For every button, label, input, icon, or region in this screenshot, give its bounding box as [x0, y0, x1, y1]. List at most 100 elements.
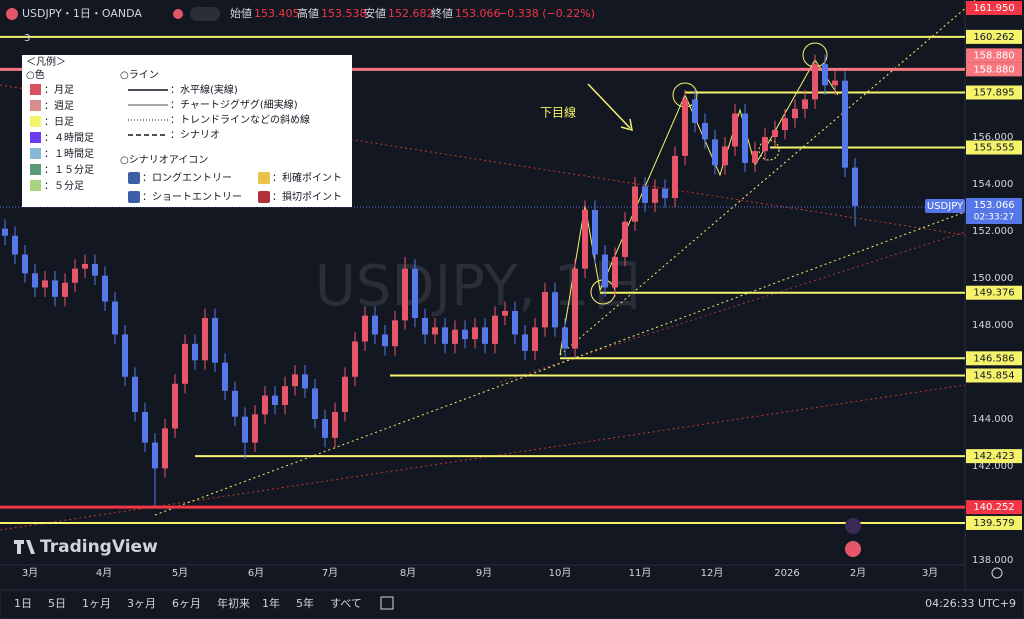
range-button[interactable]: 5年	[296, 596, 314, 610]
candle-body	[622, 221, 628, 257]
range-button[interactable]: すべて	[330, 597, 362, 610]
candle-body	[522, 334, 528, 351]
x-tick-label: 4月	[96, 567, 112, 579]
level-label: 160.262	[973, 32, 1014, 43]
candle-body	[682, 99, 688, 156]
candle-body	[332, 412, 338, 438]
candle-body	[252, 414, 258, 443]
y-tick-label: 138.000	[972, 555, 1013, 566]
ohlc-label: 終値	[431, 6, 453, 20]
candle-body	[662, 188, 668, 199]
high-label-box	[966, 48, 1022, 63]
level-label: 146.586	[973, 353, 1014, 364]
candle-body	[762, 137, 768, 152]
candle-body	[122, 334, 128, 377]
candle-body	[552, 292, 558, 328]
status-pill	[190, 7, 220, 21]
candle-body	[452, 329, 458, 344]
legend-label: ：月足	[44, 84, 74, 96]
candle-body	[282, 386, 288, 405]
level-label-box	[966, 449, 1022, 464]
y-tick-label: 148.000	[972, 320, 1013, 331]
candle-body	[102, 275, 108, 302]
level-label: 161.950	[973, 3, 1014, 14]
legend-swatch	[30, 180, 41, 191]
candle-body	[562, 327, 568, 349]
x-tick-label: 10月	[549, 567, 572, 579]
x-tick-label: 12月	[701, 567, 724, 579]
ohlc-label: 安値	[364, 6, 386, 20]
range-button[interactable]: 1日	[14, 597, 32, 610]
range-button[interactable]: 5日	[48, 597, 66, 610]
candle-body	[572, 268, 578, 349]
candle-body	[402, 268, 408, 321]
candle-body	[272, 395, 278, 405]
level-label-box	[966, 515, 1022, 530]
level-label: 142.423	[973, 451, 1014, 462]
candle-body	[822, 64, 828, 86]
price-box	[966, 197, 1022, 224]
candle-body	[712, 139, 718, 166]
candle-body	[292, 374, 298, 387]
legend-swatch	[30, 132, 41, 143]
ohlc-value: 153.066	[455, 7, 501, 20]
legend-label: ：１時間足	[44, 148, 94, 160]
x-tick-label: 9月	[476, 567, 492, 579]
candle-body	[742, 113, 748, 163]
range-button[interactable]: 1ヶ月	[82, 597, 111, 610]
candle-body	[612, 256, 618, 288]
candle-body	[72, 268, 78, 283]
calendar-icon[interactable]	[380, 596, 394, 610]
candle-body	[42, 280, 48, 288]
status-dot	[173, 9, 183, 19]
event-icon[interactable]	[845, 541, 861, 557]
candle-body	[352, 341, 358, 377]
level-label-box	[966, 62, 1022, 77]
candle-body	[262, 395, 268, 415]
candle-body	[472, 327, 478, 340]
legend-label: ：利確ポイント	[272, 171, 342, 184]
candle-body	[492, 315, 498, 344]
legend-label: ：水平線(実線)	[170, 83, 238, 96]
candle-body	[372, 315, 378, 335]
price-label-box	[925, 198, 965, 213]
high-label: 158.880	[973, 50, 1014, 61]
legend-box	[22, 55, 352, 207]
level-label-box	[966, 368, 1022, 383]
legend-label: ：損切ポイント	[272, 190, 342, 203]
range-button[interactable]: 年初来	[217, 596, 250, 610]
level-label: 139.579	[973, 518, 1014, 529]
candle-body	[652, 188, 658, 203]
legend-icon	[128, 172, 140, 184]
plot	[0, 35, 965, 524]
range-button[interactable]: 3ヶ月	[127, 597, 156, 610]
level-label-box	[966, 29, 1022, 44]
candle-body	[772, 129, 778, 138]
legend-label: ：チャートジグザグ(細実線)	[170, 98, 298, 111]
level-label-box	[966, 85, 1022, 100]
candle-body	[852, 167, 858, 206]
ohlc-value: 153.538	[321, 7, 367, 20]
y-tick-label: 142.000	[972, 461, 1013, 472]
candle-body	[792, 108, 798, 119]
level-label-box	[966, 500, 1022, 515]
candle-body	[132, 376, 138, 413]
range-button[interactable]: 1年	[262, 596, 280, 610]
candle-body	[782, 118, 788, 130]
candle-body	[702, 122, 708, 140]
level-label: 149.376	[973, 288, 1014, 299]
legend: ＜凡例＞○色 ：月足 ：週足 ：日足 ：４時間足 ：１時間足 ：１５分足 ：５分足 ○ライン ：水…	[22, 55, 352, 207]
event-icon[interactable]	[845, 518, 861, 534]
candle-body	[412, 268, 418, 319]
candle-body	[22, 254, 28, 274]
legend-label: ：ロングエントリー	[142, 171, 232, 184]
countdown: 02:33:27	[974, 212, 1014, 222]
toolbar	[0, 589, 1024, 619]
y-tick-label: 144.000	[972, 414, 1013, 425]
range-button[interactable]: 6ヶ月	[172, 597, 201, 610]
candle-body	[152, 442, 158, 469]
x-tick-label: 6月	[248, 567, 264, 579]
candle-body	[732, 113, 738, 147]
candle-body	[222, 362, 228, 391]
settings[interactable]	[991, 567, 1003, 579]
